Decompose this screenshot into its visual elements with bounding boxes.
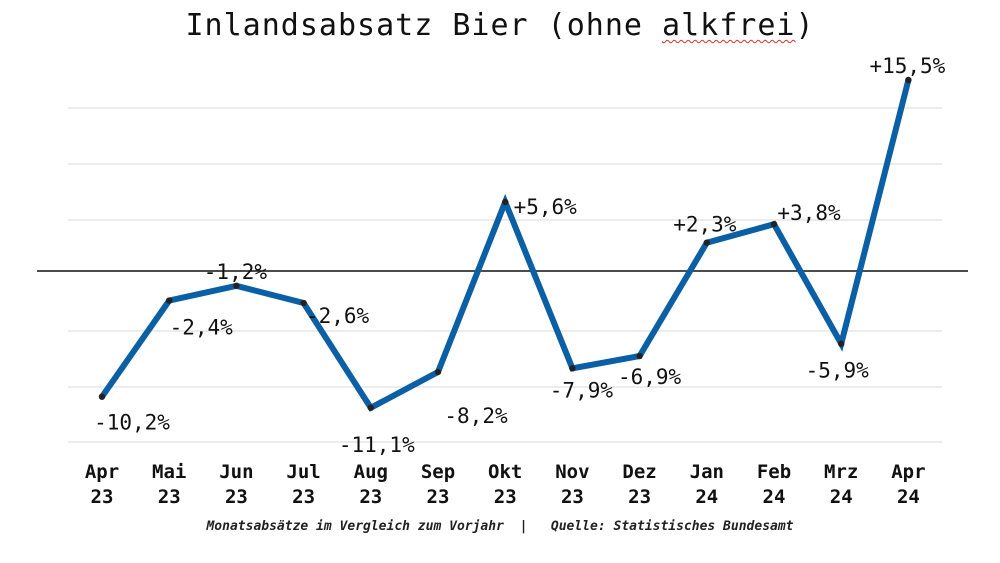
data-point-8 <box>636 352 643 360</box>
x-tick-month-12: Apr <box>891 461 925 483</box>
footer-source: Quelle: Statistisches Bundesamt <box>550 519 794 534</box>
data-label-10: +3,8% <box>777 201 841 225</box>
x-tick-month-0: Apr <box>85 461 119 483</box>
data-point-9 <box>703 239 710 246</box>
x-tick-month-5: Sep <box>421 461 455 483</box>
x-tick-month-6: Okt <box>488 461 522 483</box>
x-tick-year-11: 24 <box>830 486 853 508</box>
data-point-0 <box>98 393 106 400</box>
x-tick-year-6: 23 <box>494 486 517 508</box>
data-label-8: -6,9% <box>618 365 682 389</box>
data-point-5 <box>434 368 442 376</box>
x-tick-month-2: Jun <box>219 461 253 483</box>
data-label-5: -8,2% <box>444 404 508 428</box>
data-label-1: -2,4% <box>170 316 234 340</box>
data-point-4 <box>367 404 374 411</box>
title-misspelled-word: alkfrei <box>662 8 796 43</box>
x-tick-month-11: Mrz <box>824 461 858 483</box>
series-line <box>99 77 912 412</box>
series-line-layer <box>99 77 912 412</box>
chart-footer: Monatsabsätze im Vergleich zum Vorjahr |… <box>0 519 1000 534</box>
data-point-12 <box>905 76 912 84</box>
data-label-4: -11,1% <box>339 433 415 457</box>
data-label-6: +5,6% <box>514 195 578 219</box>
grid-lines <box>68 107 942 443</box>
x-tick-year-9: 24 <box>695 486 718 508</box>
data-point-6 <box>502 198 509 206</box>
x-tick-year-2: 23 <box>225 486 248 508</box>
data-points <box>98 76 912 411</box>
x-tick-year-3: 23 <box>292 486 315 508</box>
data-label-11: -5,9% <box>806 359 870 383</box>
x-tick-year-4: 23 <box>359 486 382 508</box>
x-tick-year-12: 24 <box>897 486 920 508</box>
data-label-2: -1,2% <box>204 260 268 284</box>
x-tick-year-10: 24 <box>763 486 786 508</box>
x-tick-year-8: 23 <box>628 486 651 508</box>
data-point-3 <box>300 299 307 307</box>
chart-title: Inlandsabsatz Bier (ohne alkfrei) <box>0 8 1000 43</box>
x-tick-month-3: Jul <box>286 461 320 483</box>
footer-subtitle: Monatsabsätze im Vergleich zum Vorjahr <box>206 519 504 534</box>
x-tick-month-7: Nov <box>555 461 589 483</box>
x-tick-month-8: Dez <box>622 461 656 483</box>
data-point-2 <box>233 282 240 289</box>
data-point-1 <box>166 297 173 304</box>
x-tick-month-1: Mai <box>152 461 186 483</box>
data-label-0: -10,2% <box>94 411 170 435</box>
x-tick-year-1: 23 <box>158 486 181 508</box>
x-tick-year-0: 23 <box>91 486 114 508</box>
title-text: Inlandsabsatz Bier (ohne <box>185 8 663 43</box>
data-label-7: -7,9% <box>550 378 614 402</box>
footer-separator: | <box>519 519 528 534</box>
x-tick-labels: Apr 23 Mai 23 Jun 23 Jul 23 Aug 23 Sep 23 Okt 23 Nov 23… <box>85 461 926 508</box>
x-tick-year-5: 23 <box>427 486 450 508</box>
data-labels: -10,2% -2,4% -1,2% -2,6% -11,1% -8,2% +5,6% -7,… <box>94 54 946 457</box>
x-tick-month-4: Aug <box>354 461 388 483</box>
data-label-3: -2,6% <box>306 304 370 328</box>
data-point-10 <box>770 220 778 228</box>
data-point-7 <box>569 365 576 372</box>
x-tick-month-10: Feb <box>757 461 791 483</box>
data-point-11 <box>838 340 845 347</box>
x-tick-year-7: 23 <box>561 486 584 508</box>
title-end: ) <box>795 8 815 43</box>
data-label-12: +15,5% <box>869 54 945 78</box>
x-tick-month-9: Jan <box>690 461 724 483</box>
data-label-9: +2,3% <box>673 213 737 237</box>
